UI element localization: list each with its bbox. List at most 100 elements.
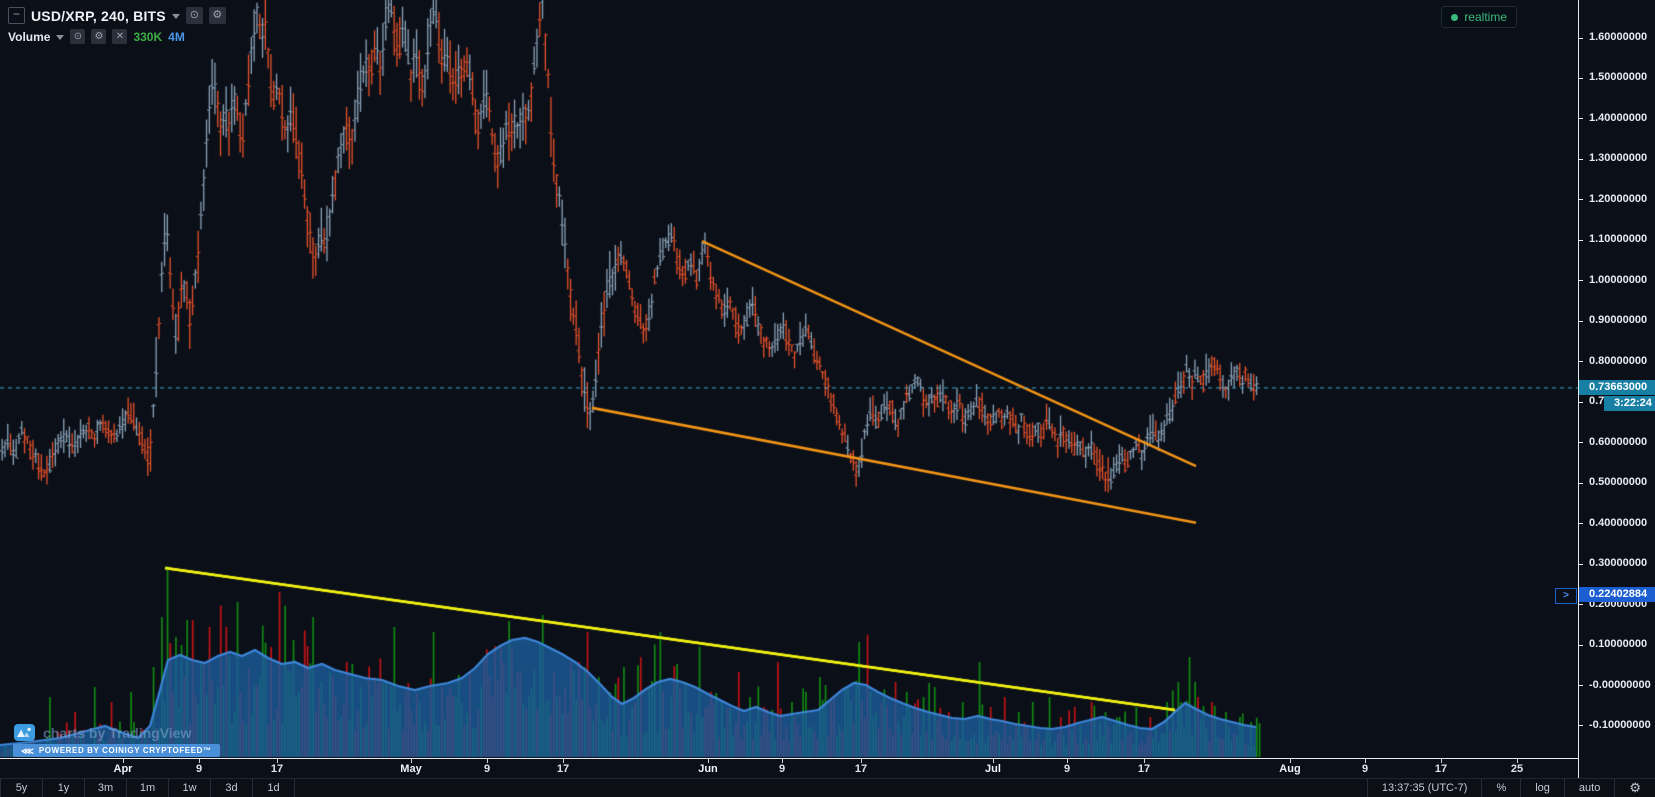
realtime-label: realtime <box>1464 10 1507 24</box>
price-tick <box>1579 401 1583 403</box>
time-tick-label: Jul <box>985 763 1001 775</box>
time-tick-label: Jun <box>698 763 718 775</box>
time-tick-label: 9 <box>483 763 491 775</box>
time-tick <box>1441 759 1442 763</box>
price-tick <box>1579 118 1583 120</box>
time-tick-label: 9 <box>1361 763 1369 775</box>
time-tick-label: 17 <box>1434 763 1448 775</box>
range-button-1y[interactable]: 1y <box>43 779 85 797</box>
time-tick <box>708 759 709 763</box>
time-axis[interactable]: Apr 9 17 May 9 17 Jun 9 17 Jul 9 17 Aug 9 17 25 <box>0 759 1655 778</box>
chevron-down-icon[interactable] <box>171 14 180 19</box>
symbol-style-button[interactable]: ⊙ <box>185 7 203 24</box>
bar-countdown-label[interactable]: 3:22:24 <box>1604 395 1655 411</box>
time-axis-border <box>0 758 1578 759</box>
last-price-label[interactable]: 0.73663000 <box>1579 379 1655 395</box>
time-tick-label: Aug <box>1279 763 1301 775</box>
price-tick-label: 1.20000000 <box>1589 192 1648 205</box>
time-tick-label: 17 <box>854 763 868 775</box>
alert-price-label[interactable]: 0.22402884 <box>1579 587 1655 603</box>
indicator-settings-button[interactable]: ⚙ <box>91 29 107 44</box>
price-tick <box>1579 523 1583 525</box>
time-tick-label: 25 <box>1510 763 1524 775</box>
price-tick <box>1579 685 1583 687</box>
price-tick <box>1579 280 1583 282</box>
time-tick <box>277 759 278 763</box>
time-tick <box>563 759 564 763</box>
range-button-1d[interactable]: 1d <box>253 779 295 797</box>
clock-label[interactable]: 13:37:35 (UTC-7) <box>1366 779 1482 797</box>
chevron-down-icon[interactable] <box>56 35 65 40</box>
watermark-text: charts by TradingView <box>43 724 192 741</box>
price-tick-label: 1.30000000 <box>1589 152 1648 165</box>
time-tick <box>199 759 200 763</box>
watermark: charts by TradingView <box>14 724 191 741</box>
chart-canvas[interactable] <box>0 0 1578 758</box>
scale-button-%[interactable]: % <box>1481 779 1520 797</box>
time-tick-label: 17 <box>270 763 284 775</box>
price-tick <box>1579 239 1583 241</box>
price-tick-label: 1.00000000 <box>1589 273 1648 286</box>
price-tick-label: -0.10000000 <box>1589 718 1651 731</box>
price-tick <box>1579 604 1583 606</box>
indicator-row: Volume ⊙ ⚙ ✕ 330K 4M <box>8 26 226 47</box>
time-tick <box>1067 759 1068 763</box>
time-tick-label: 9 <box>195 763 203 775</box>
price-tick <box>1579 320 1583 322</box>
price-tick-label: 1.10000000 <box>1589 233 1648 246</box>
price-tick <box>1579 199 1583 201</box>
price-tick-label: 1.60000000 <box>1589 31 1648 43</box>
chart-legend: − USD/XRP, 240, BITS ⊙ ⚙ Volume ⊙ ⚙ ✕ 33… <box>8 5 226 47</box>
price-tick-label: 1.50000000 <box>1589 71 1648 84</box>
range-button-5y[interactable]: 5y <box>1 779 43 797</box>
time-tick-label: 17 <box>556 763 570 775</box>
price-tick-label: 0.80000000 <box>1589 354 1648 367</box>
price-tick-label: 1.40000000 <box>1589 111 1648 124</box>
scale-button-log[interactable]: log <box>1520 779 1564 797</box>
price-axis[interactable]: 1.60000000 1.50000000 1.40000000 1.30000000… <box>1579 0 1655 758</box>
coinigy-banner-text: POWERED BY COINIGY CRYPTOFEED™ <box>38 746 212 755</box>
time-tick <box>411 759 412 763</box>
symbol-title[interactable]: USD/XRP, 240, BITS <box>31 7 166 24</box>
range-button-3d[interactable]: 3d <box>211 779 253 797</box>
axis-settings-gear-icon[interactable]: ⚙ <box>1614 779 1655 797</box>
scale-button-auto[interactable]: auto <box>1563 779 1614 797</box>
symbol-row: − USD/XRP, 240, BITS ⊙ ⚙ <box>8 5 226 26</box>
price-tick <box>1579 482 1583 484</box>
price-tick-label: 0.60000000 <box>1589 435 1648 448</box>
price-tick <box>1579 725 1583 727</box>
time-tick <box>1144 759 1145 763</box>
collapse-icon[interactable]: − <box>8 7 25 24</box>
price-tick <box>1579 644 1583 646</box>
price-tick-label: 0.50000000 <box>1589 476 1648 489</box>
price-tick-label: 0.30000000 <box>1589 557 1648 570</box>
tradingview-logo-icon <box>14 724 35 741</box>
range-button-1m[interactable]: 1m <box>127 779 169 797</box>
price-tick-label: 0.90000000 <box>1589 314 1648 327</box>
realtime-dot-icon <box>1451 13 1459 21</box>
price-tick-label: 0.40000000 <box>1589 516 1648 529</box>
time-tick-label: Apr <box>113 763 133 775</box>
price-tick <box>1579 158 1583 160</box>
price-tick-label: 0.10000000 <box>1589 638 1648 651</box>
time-tick <box>861 759 862 763</box>
indicator-close-button[interactable]: ✕ <box>112 29 128 44</box>
coinigy-banner[interactable]: ⋘ POWERED BY COINIGY CRYPTOFEED™ <box>13 744 220 757</box>
time-tick <box>123 759 124 763</box>
price-tick <box>1579 563 1583 565</box>
realtime-badge: realtime <box>1441 6 1517 28</box>
coinigy-logo-icon: ⋘ <box>21 745 34 756</box>
indicator-style-button[interactable]: ⊙ <box>70 29 86 44</box>
indicator-label[interactable]: Volume <box>8 29 51 44</box>
range-button-1w[interactable]: 1w <box>169 779 211 797</box>
toolbar-right: 13:37:35 (UTC-7)% log auto ⚙ <box>1366 779 1655 797</box>
volume-value: 330K <box>133 29 163 44</box>
range-button-3m[interactable]: 3m <box>85 779 127 797</box>
price-axis-border <box>1578 0 1579 778</box>
symbol-settings-button[interactable]: ⚙ <box>208 7 226 24</box>
time-tick <box>1290 759 1291 763</box>
volume-ma-value: 4M <box>168 29 185 44</box>
time-tick <box>487 759 488 763</box>
alert-arrow-button[interactable]: > <box>1555 587 1577 604</box>
